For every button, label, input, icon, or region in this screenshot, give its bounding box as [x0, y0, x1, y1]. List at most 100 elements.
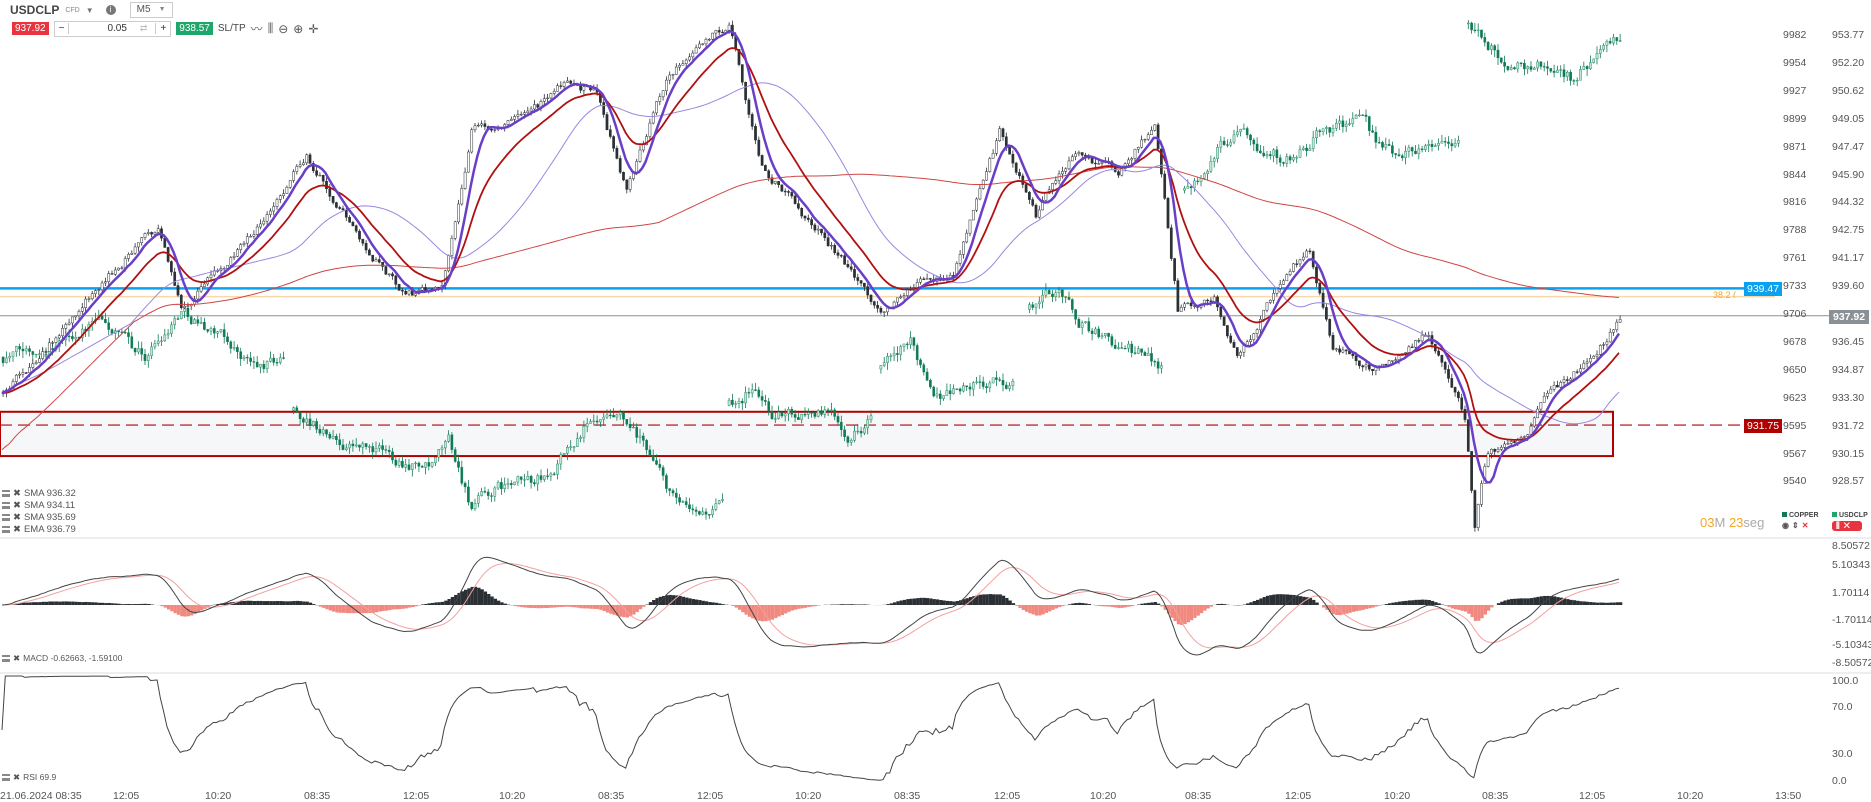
usdclp-body: [1249, 339, 1252, 342]
symbol-name[interactable]: USDCLP: [10, 3, 60, 17]
sltp-button[interactable]: SL/TP: [217, 23, 246, 34]
usdclp-body: [919, 278, 922, 283]
sell-button[interactable]: 937.92: [12, 22, 49, 35]
usdclp-candle: [401, 287, 404, 296]
usdclp-candle: [54, 336, 58, 344]
line-chart-icon[interactable]: 〰: [250, 22, 263, 36]
close-icon[interactable]: ✖: [13, 772, 21, 782]
close-icon[interactable]: ✖: [13, 512, 21, 523]
remove-icon[interactable]: ✕: [1843, 521, 1854, 530]
usdclp-body: [348, 217, 351, 223]
usdclp-candle: [156, 224, 160, 234]
menu-icon[interactable]: [2, 774, 10, 781]
macd-histogram-bar: [998, 594, 1002, 605]
macd-histogram-bar: [127, 603, 131, 605]
series-legend-usdclp[interactable]: USDCLP ⫼✕: [1832, 512, 1868, 531]
menu-icon[interactable]: [2, 526, 10, 533]
menu-icon[interactable]: [2, 514, 10, 521]
menu-icon[interactable]: [2, 490, 10, 497]
usdclp-candle: [849, 262, 853, 272]
usdclp-candle: [133, 243, 137, 255]
swap-icon[interactable]: ⇄: [139, 23, 148, 33]
macd-histogram-bar: [143, 603, 148, 605]
legend-macd[interactable]: ✖ MACD -0.62663, -1.59100: [2, 653, 122, 664]
usdclp-candle: [655, 101, 658, 116]
usdclp-body: [506, 120, 510, 125]
macd-histogram-bar: [431, 602, 435, 605]
copper-candle: [1556, 65, 1559, 73]
usdclp-body: [1183, 303, 1186, 308]
usdclp-body: [130, 252, 134, 255]
copper-candle: [981, 376, 985, 390]
crosshair-icon[interactable]: ✛: [308, 21, 319, 36]
usdclp-candle: [21, 368, 25, 378]
copper-candle: [308, 412, 312, 431]
usdclp-body: [292, 171, 295, 181]
volume-input[interactable]: 0.05 ⇄: [69, 23, 155, 34]
legend-sma-3[interactable]: ✖ SMA 935.69: [2, 512, 76, 523]
copper-body: [609, 414, 612, 416]
copper-candle: [1239, 128, 1242, 137]
zoom-out-icon[interactable]: ⊖: [278, 21, 289, 36]
close-icon[interactable]: ✖: [13, 653, 21, 663]
copper-body: [1308, 148, 1312, 151]
series-legend-copper[interactable]: COPPER ◉⇕✕: [1782, 512, 1819, 530]
legend-sma-1[interactable]: ✖ SMA 936.32: [2, 488, 76, 499]
copper-body: [378, 445, 381, 449]
usdclp-candle: [1239, 350, 1242, 359]
copper-axis-label: 9623: [1783, 391, 1807, 404]
usdclp-body: [1077, 152, 1081, 155]
decrease-volume-button[interactable]: −: [55, 23, 70, 34]
red-level-tag[interactable]: 931.75: [1744, 419, 1783, 433]
volume-stepper[interactable]: − 0.05 ⇄ +: [53, 20, 172, 37]
usdclp-candle: [764, 164, 767, 172]
macd-histogram-bar: [1592, 602, 1596, 605]
copper-body: [229, 341, 233, 349]
copper-candle: [1582, 61, 1586, 70]
macd-histogram-bar: [110, 603, 115, 605]
eye-icon[interactable]: ◉: [1782, 521, 1792, 530]
copper-candle: [582, 420, 586, 443]
zoom-in-icon[interactable]: ⊕: [293, 21, 304, 36]
increase-volume-button[interactable]: +: [155, 23, 170, 34]
macd-histogram-bar: [652, 600, 656, 605]
copper-candle: [424, 462, 427, 475]
copper-body: [444, 441, 447, 449]
legend-ema[interactable]: ✖ EMA 936.79: [2, 524, 76, 535]
copper-body: [150, 346, 153, 357]
macd-histogram-bar: [912, 598, 917, 605]
buy-button[interactable]: 938.57: [176, 22, 213, 35]
usdclp-body: [351, 222, 355, 226]
menu-icon[interactable]: [2, 655, 10, 662]
menu-icon[interactable]: [2, 502, 10, 509]
macd-histogram-bar: [365, 605, 369, 614]
close-icon[interactable]: ✖: [13, 488, 21, 499]
macd-histogram-bar: [1107, 605, 1111, 607]
usdclp-body: [516, 114, 520, 117]
close-icon[interactable]: ✖: [13, 500, 21, 511]
macd-histogram-bar: [64, 601, 68, 605]
chart-type-icon[interactable]: ⫼: [1836, 521, 1844, 530]
timeframe-select[interactable]: M5 ▼: [129, 2, 173, 18]
usdclp-label: USDCLP: [1838, 512, 1868, 519]
close-icon[interactable]: ✖: [13, 524, 21, 535]
macd-histogram-bar: [513, 605, 517, 607]
blue-level-tag[interactable]: 939.47: [1744, 282, 1783, 296]
usdclp-body: [645, 136, 648, 146]
candles-icon[interactable]: ⫼: [267, 21, 274, 35]
legend-sma-2[interactable]: ✖ SMA 934.11: [2, 500, 75, 511]
copper-body: [922, 364, 926, 373]
symbol-dropdown-caret-icon[interactable]: ▼: [85, 5, 94, 15]
sort-icon[interactable]: ⇕: [1791, 521, 1802, 530]
info-icon[interactable]: i: [105, 5, 116, 15]
copper-candle: [906, 341, 909, 350]
usdclp-body: [793, 195, 797, 204]
macd-histogram-bar: [952, 601, 956, 605]
usdclp-body: [773, 181, 777, 184]
macd-histogram-bar: [1160, 605, 1164, 607]
legend-rsi[interactable]: ✖ RSI 69.9: [2, 772, 56, 783]
remove-icon[interactable]: ✕: [1801, 521, 1812, 530]
copper-body: [1311, 137, 1315, 149]
usdclp-body: [87, 298, 91, 300]
